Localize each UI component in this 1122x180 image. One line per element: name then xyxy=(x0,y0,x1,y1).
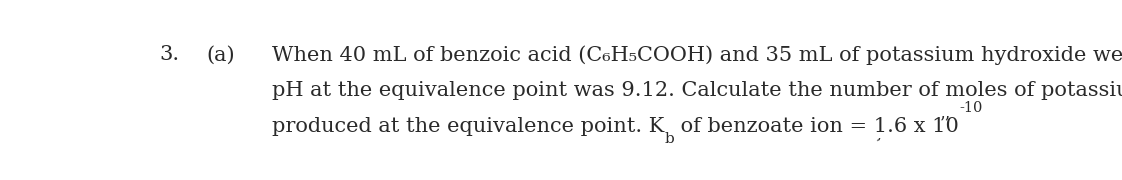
Text: produced at the equivalence point. K: produced at the equivalence point. K xyxy=(273,117,664,136)
Text: ’’: ’’ xyxy=(940,115,951,133)
Text: ,: , xyxy=(875,128,884,143)
Text: -10: -10 xyxy=(959,101,983,114)
Text: 3.: 3. xyxy=(159,45,180,64)
Text: pH at the equivalence point was 9.12. Calculate the number of moles of potassium: pH at the equivalence point was 9.12. Ca… xyxy=(273,81,1122,100)
Text: When 40 mL of benzoic acid (C₆H₅COOH) and 35 mL of potassium hydroxide were titr: When 40 mL of benzoic acid (C₆H₅COOH) an… xyxy=(273,45,1122,65)
Text: of benzoate ion = 1.6 x 10: of benzoate ion = 1.6 x 10 xyxy=(674,117,959,136)
Text: b: b xyxy=(664,132,674,146)
Text: (a): (a) xyxy=(206,45,234,64)
